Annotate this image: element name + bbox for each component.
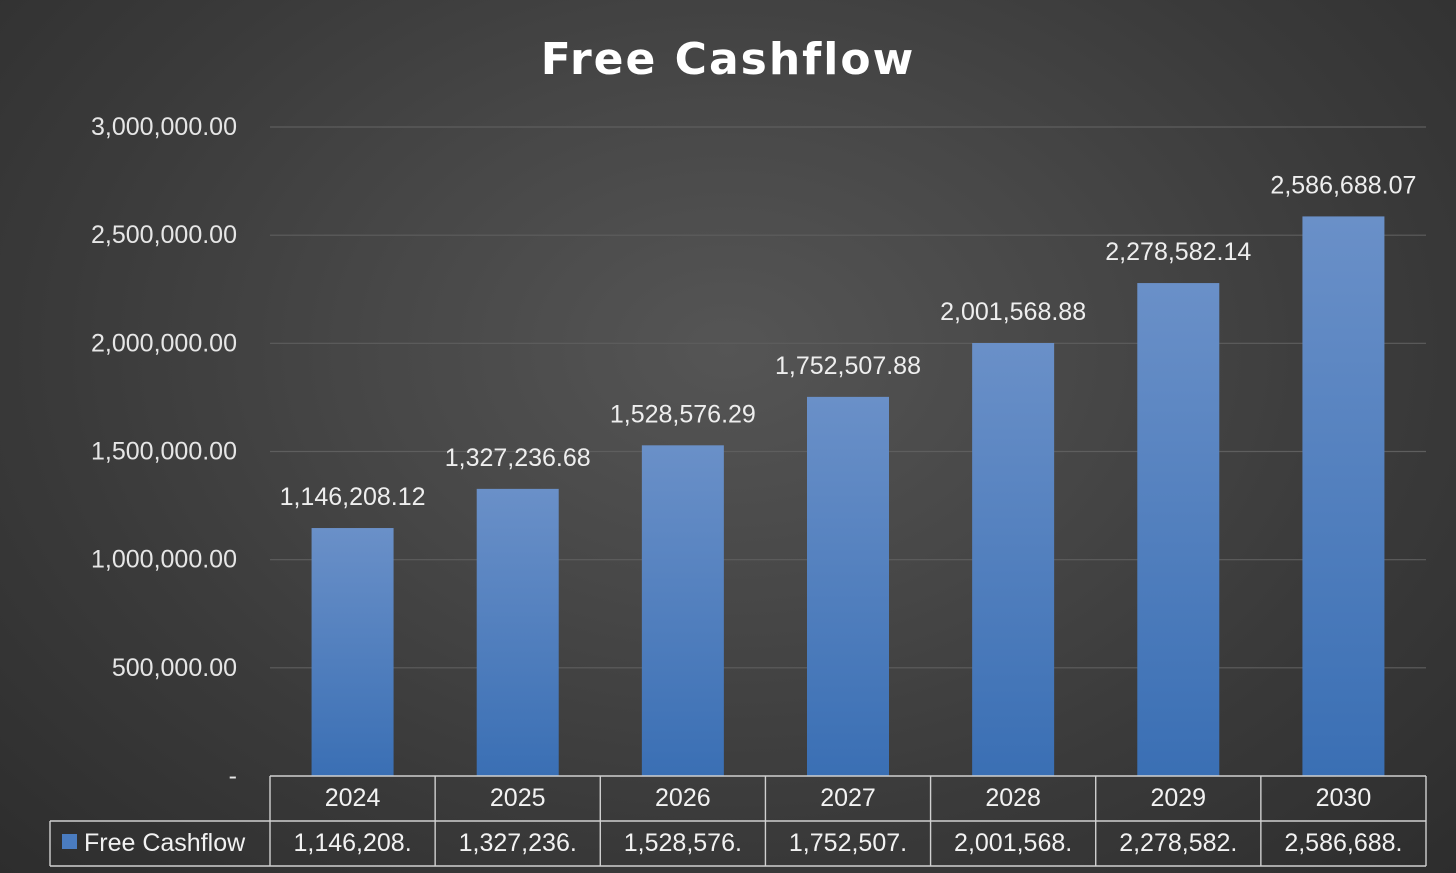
- bar: [807, 396, 889, 776]
- table-categories: 2024 2025 2026 2027 2028 2029 2030: [325, 784, 1371, 812]
- table-value: 1,752,507.: [789, 829, 907, 857]
- bar: [476, 488, 559, 776]
- chart-title: Free Cashflow: [541, 34, 916, 85]
- table-values: 1,146,208. 1,327,236. 1,528,576. 1,752,507.…: [293, 829, 1402, 857]
- y-tick-label: 500,000.00: [112, 654, 237, 682]
- bar: [641, 445, 724, 776]
- data-label: 1,146,208.12: [280, 483, 426, 511]
- table-series-label: Free Cashflow: [84, 829, 246, 857]
- table-category: 2030: [1316, 784, 1372, 812]
- data-label: 2,278,582.14: [1105, 238, 1251, 266]
- y-tick-label: 2,000,000.00: [91, 329, 237, 357]
- table-value: 2,586,688.: [1284, 829, 1402, 857]
- table-value: 1,146,208.: [293, 829, 411, 857]
- table-category: 2026: [655, 784, 711, 812]
- table-value: 2,001,568.: [954, 829, 1072, 857]
- table-category: 2028: [985, 784, 1041, 812]
- bar: [311, 528, 394, 776]
- table-category: 2025: [490, 784, 546, 812]
- bars: [311, 216, 1385, 776]
- data-table: Free Cashflow 2024 2025 2026 2027 2028 2029 20…: [49, 775, 1427, 867]
- table-value: 2,278,582.: [1119, 829, 1237, 857]
- table-value: 1,528,576.: [624, 829, 742, 857]
- bar: [972, 342, 1055, 776]
- table-value: 1,327,236.: [459, 829, 577, 857]
- data-label: 2,586,688.07: [1270, 171, 1416, 199]
- table-category: 2027: [820, 784, 876, 812]
- table-lines: [49, 775, 1427, 867]
- y-tick-label: -: [229, 762, 237, 790]
- data-label: 1,327,236.68: [445, 444, 591, 472]
- y-tick-label: 2,500,000.00: [91, 221, 237, 249]
- bar: [1302, 216, 1385, 776]
- y-tick-label: 1,500,000.00: [91, 438, 237, 466]
- y-axis-labels: - 500,000.00 1,000,000.00 1,500,000.00 2,000…: [91, 113, 237, 790]
- y-tick-label: 1,000,000.00: [91, 546, 237, 574]
- data-label: 1,528,576.29: [610, 400, 756, 428]
- data-label: 2,001,568.88: [940, 298, 1086, 326]
- table-category: 2029: [1150, 784, 1206, 812]
- bar: [1137, 283, 1220, 776]
- table-category: 2024: [325, 784, 381, 812]
- data-label: 1,752,507.88: [775, 352, 921, 380]
- data-labels: 1,146,208.12 1,327,236.68 1,528,576.29 1,75…: [280, 171, 1417, 511]
- y-tick-label: 3,000,000.00: [91, 113, 237, 141]
- legend-key: [62, 834, 77, 849]
